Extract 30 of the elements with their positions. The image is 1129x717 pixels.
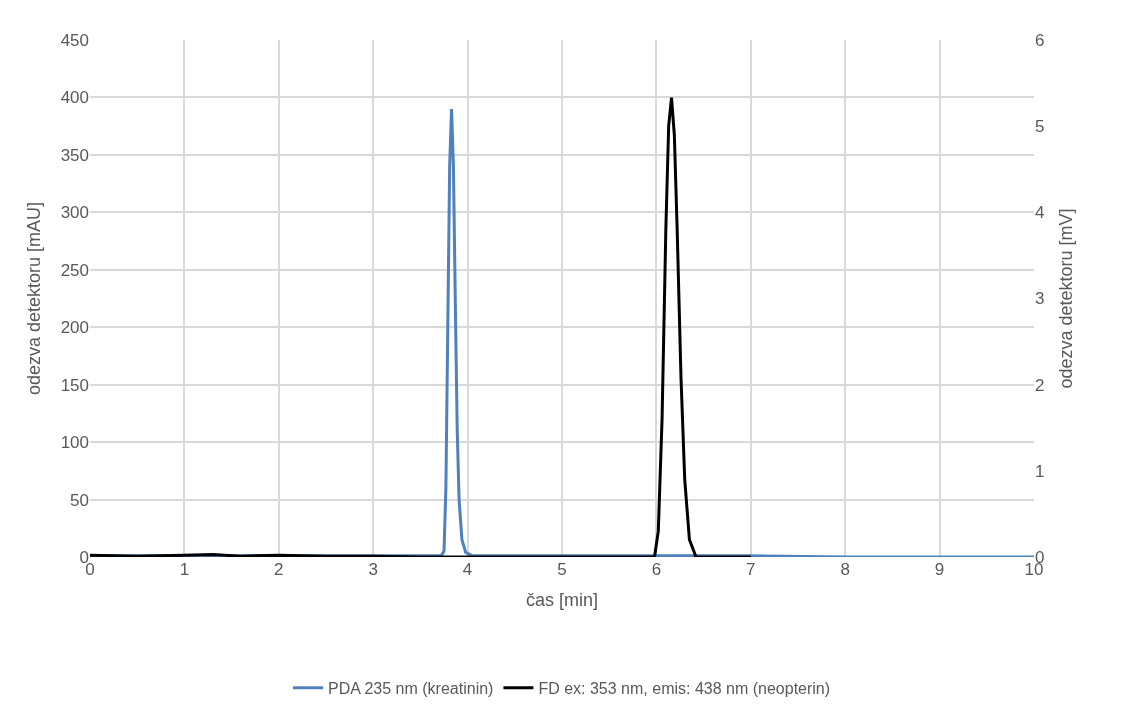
y-tick-label: 400	[60, 88, 89, 108]
y-tick-label: 50	[70, 490, 89, 510]
y2-tick-label: 3	[1035, 289, 1045, 309]
x-tick-label: 9	[934, 560, 945, 579]
y-tick-label: 350	[60, 145, 89, 165]
y2-tick-label: 1	[1035, 461, 1045, 481]
y2-tick-label: 4	[1035, 203, 1045, 223]
y-axis-title: odezva detektoru [mAU]	[23, 201, 44, 396]
x-tick-label: 7	[746, 560, 756, 579]
legend-label: PDA 235 nm (kreatinin)	[328, 679, 494, 697]
y-tick-label: 300	[60, 203, 89, 223]
y2-tick-label: 6	[1035, 30, 1045, 50]
y2-axis-title: odezva detektoru [mV]	[1055, 208, 1076, 389]
x-tick-label: 4	[462, 560, 473, 579]
x-tick-label: 5	[557, 560, 567, 579]
x-tick-label: 6	[651, 560, 662, 579]
y2-tick-label: 2	[1035, 375, 1045, 395]
y-tick-label: 100	[60, 433, 89, 453]
y-tick-label: 450	[60, 30, 89, 50]
x-tick-label: 3	[368, 560, 378, 579]
x-tick-label: 1	[179, 560, 190, 579]
x-tick-label: 8	[840, 560, 850, 579]
y2-tick-label: 5	[1035, 117, 1045, 137]
y-tick-label: 200	[60, 318, 89, 338]
y-tick-label: 250	[60, 260, 89, 280]
x-tick-label: 2	[274, 560, 284, 579]
line-series	[90, 96, 753, 557]
x-axis-title: čas [min]	[525, 590, 599, 611]
legend-label: FD ex: 353 nm, emis: 438 nm (neopterin)	[538, 679, 831, 697]
y-tick-label: 150	[60, 375, 89, 395]
